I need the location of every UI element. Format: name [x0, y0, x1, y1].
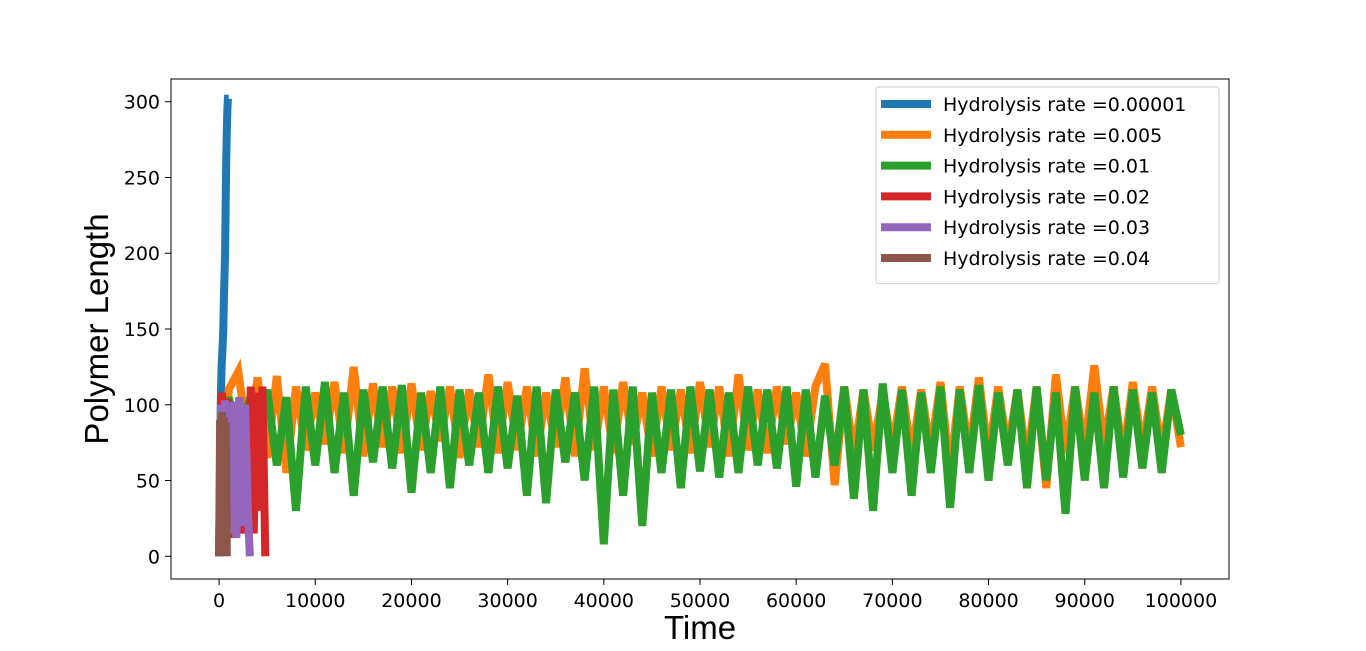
legend-label: Hydrolysis rate =0.01: [943, 156, 1150, 178]
series-layer: [215, 94, 1185, 557]
y-tick-label: 250: [124, 167, 160, 189]
series-line-6: [215, 412, 231, 557]
x-tick-label: 10000: [285, 590, 345, 612]
x-tick-label: 80000: [958, 590, 1018, 612]
y-axis-title: Polymer Length: [78, 213, 115, 444]
legend-label: Hydrolysis rate =0.005: [943, 125, 1162, 147]
legend-label: Hydrolysis rate =0.00001: [943, 94, 1186, 116]
x-tick-label: 0: [213, 590, 225, 612]
x-tick-label: 30000: [477, 590, 537, 612]
x-tick-label: 50000: [670, 590, 730, 612]
legend-label: Hydrolysis rate =0.02: [943, 186, 1150, 208]
legend-box: [875, 86, 1220, 285]
legend: Hydrolysis rate =0.00001 Hydrolysis rate …: [875, 86, 1220, 285]
x-tick-label: 40000: [574, 590, 634, 612]
x-axis: 0 10000 20000 30000 40000 50000 60000 70000 8000…: [213, 579, 1217, 612]
x-tick-label: 70000: [862, 590, 922, 612]
y-tick-label: 50: [136, 471, 160, 493]
x-tick-label: 90000: [1055, 590, 1115, 612]
y-tick-label: 300: [124, 92, 160, 114]
x-tick-label: 20000: [381, 590, 441, 612]
y-axis: 0 50 100 150 200 250 300: [124, 92, 171, 568]
y-tick-label: 150: [124, 319, 160, 341]
x-tick-label: 60000: [766, 590, 826, 612]
x-tick-label: 100000: [1145, 590, 1218, 612]
y-tick-label: 100: [124, 395, 160, 417]
legend-label: Hydrolysis rate =0.04: [943, 248, 1150, 270]
y-tick-label: 200: [124, 243, 160, 265]
x-axis-title: Time: [664, 609, 736, 646]
legend-label: Hydrolysis rate =0.03: [943, 217, 1150, 239]
y-tick-label: 0: [148, 546, 160, 568]
series-line-3: [215, 381, 1185, 557]
